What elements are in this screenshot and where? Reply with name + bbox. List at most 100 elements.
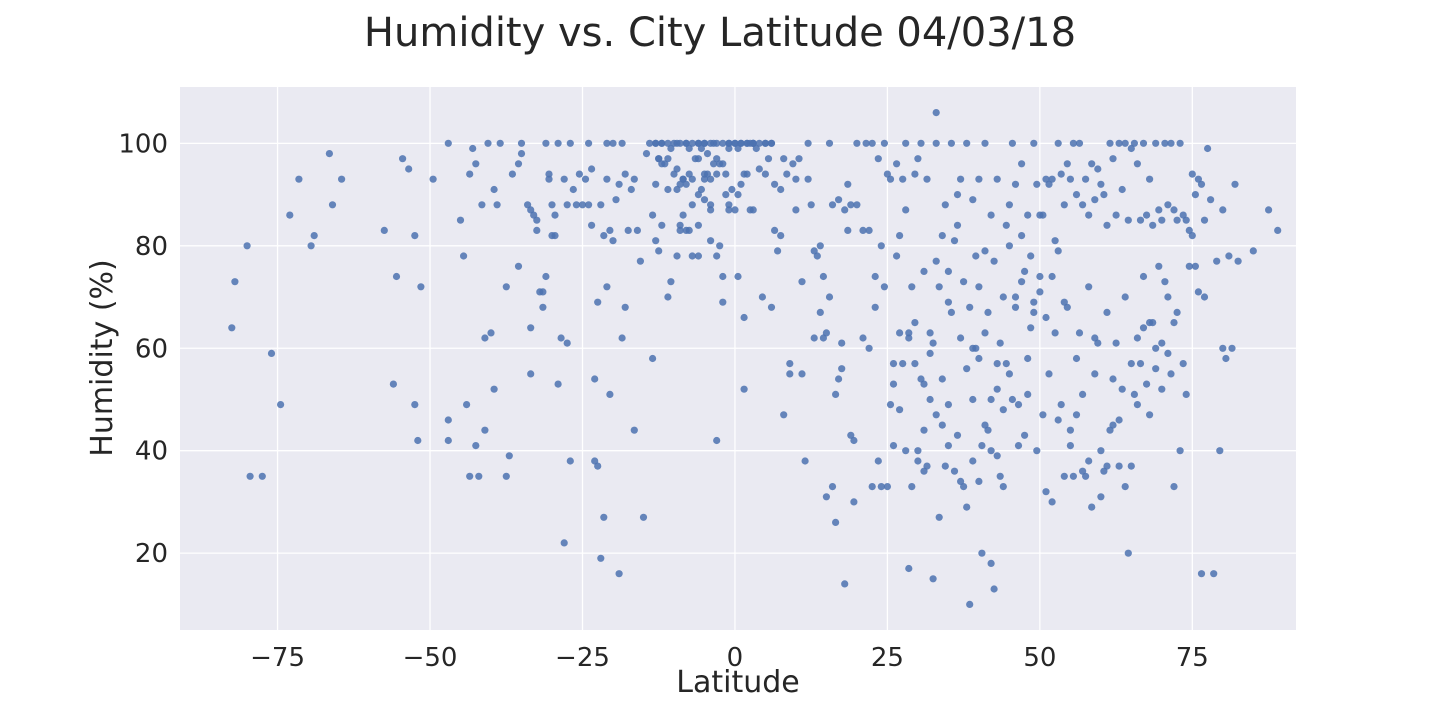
data-point <box>905 564 913 573</box>
data-point <box>517 139 526 147</box>
data-point <box>444 416 452 424</box>
data-point <box>953 221 962 229</box>
data-point <box>569 185 577 194</box>
data-point <box>667 144 675 153</box>
data-point <box>597 554 605 562</box>
data-point <box>557 334 565 342</box>
data-point <box>1091 370 1099 378</box>
data-point <box>1030 139 1038 147</box>
data-point <box>277 401 285 409</box>
data-point <box>1161 278 1169 286</box>
data-point <box>1173 308 1181 316</box>
data-point <box>953 431 962 439</box>
data-point <box>1030 298 1038 306</box>
data-point <box>838 365 846 373</box>
data-point <box>1027 324 1035 332</box>
data-point <box>1194 288 1202 296</box>
data-point <box>789 160 797 168</box>
data-point <box>1036 288 1044 296</box>
data-point <box>466 170 474 178</box>
data-point <box>585 139 593 147</box>
data-point <box>1207 196 1215 204</box>
data-point <box>389 380 397 388</box>
data-point <box>578 201 587 209</box>
data-point <box>682 226 690 234</box>
data-point <box>792 175 800 183</box>
data-point <box>1097 493 1105 501</box>
data-point <box>417 283 425 291</box>
data-point <box>1042 488 1050 496</box>
data-point <box>472 160 480 168</box>
data-point <box>719 272 727 281</box>
data-point <box>1121 293 1129 301</box>
data-point <box>902 206 910 214</box>
data-point <box>1109 375 1117 383</box>
data-point <box>527 324 535 332</box>
data-point <box>1021 431 1029 439</box>
data-point <box>1042 313 1050 322</box>
data-point <box>999 406 1007 414</box>
data-point <box>1143 380 1151 388</box>
data-point <box>295 175 303 183</box>
data-point <box>1139 139 1148 147</box>
data-point <box>862 139 870 147</box>
data-point <box>1002 360 1010 368</box>
data-point <box>969 344 977 352</box>
data-point <box>941 462 949 470</box>
data-point <box>566 457 574 465</box>
data-point <box>1097 447 1105 455</box>
x-tick-label: −50 <box>403 643 458 673</box>
data-point <box>1100 191 1108 199</box>
data-point <box>694 155 703 163</box>
data-point <box>1088 503 1096 511</box>
data-point <box>621 170 629 178</box>
data-point <box>548 201 556 209</box>
data-point <box>960 278 968 286</box>
data-point <box>1167 139 1175 147</box>
y-tick-label: 40 <box>135 437 168 467</box>
data-point <box>822 329 831 337</box>
data-point <box>987 447 995 455</box>
data-point <box>1066 426 1074 434</box>
data-point <box>761 139 770 147</box>
data-point <box>682 139 690 147</box>
data-point <box>560 539 568 547</box>
data-point <box>758 293 767 301</box>
data-point <box>859 226 867 234</box>
data-point <box>981 329 989 337</box>
data-point <box>636 257 645 265</box>
data-point <box>1249 247 1257 255</box>
data-point <box>630 175 638 183</box>
data-point <box>966 600 974 609</box>
data-point <box>957 334 965 342</box>
data-point <box>938 232 946 240</box>
data-point <box>411 232 419 240</box>
data-point <box>987 559 995 568</box>
data-point <box>490 185 498 194</box>
data-point <box>1036 272 1044 281</box>
data-point <box>886 401 895 409</box>
data-point <box>841 580 849 588</box>
data-point <box>731 206 739 214</box>
data-point <box>1082 175 1090 183</box>
data-point <box>816 242 824 250</box>
data-point <box>914 155 922 163</box>
data-point <box>685 144 693 153</box>
data-point <box>1173 216 1181 224</box>
data-point <box>676 226 684 234</box>
data-point <box>1121 139 1129 147</box>
data-point <box>905 334 913 342</box>
data-point <box>624 226 632 234</box>
data-point <box>508 170 516 178</box>
data-point <box>1103 221 1111 229</box>
data-point <box>460 252 468 260</box>
data-point <box>780 155 788 163</box>
x-axis-label: Latitude <box>676 665 799 700</box>
data-point <box>554 380 562 388</box>
data-point <box>1048 175 1056 183</box>
data-point <box>560 175 568 183</box>
data-point <box>700 196 709 204</box>
data-point <box>1054 416 1062 424</box>
data-point <box>514 160 523 168</box>
data-point <box>527 370 535 378</box>
